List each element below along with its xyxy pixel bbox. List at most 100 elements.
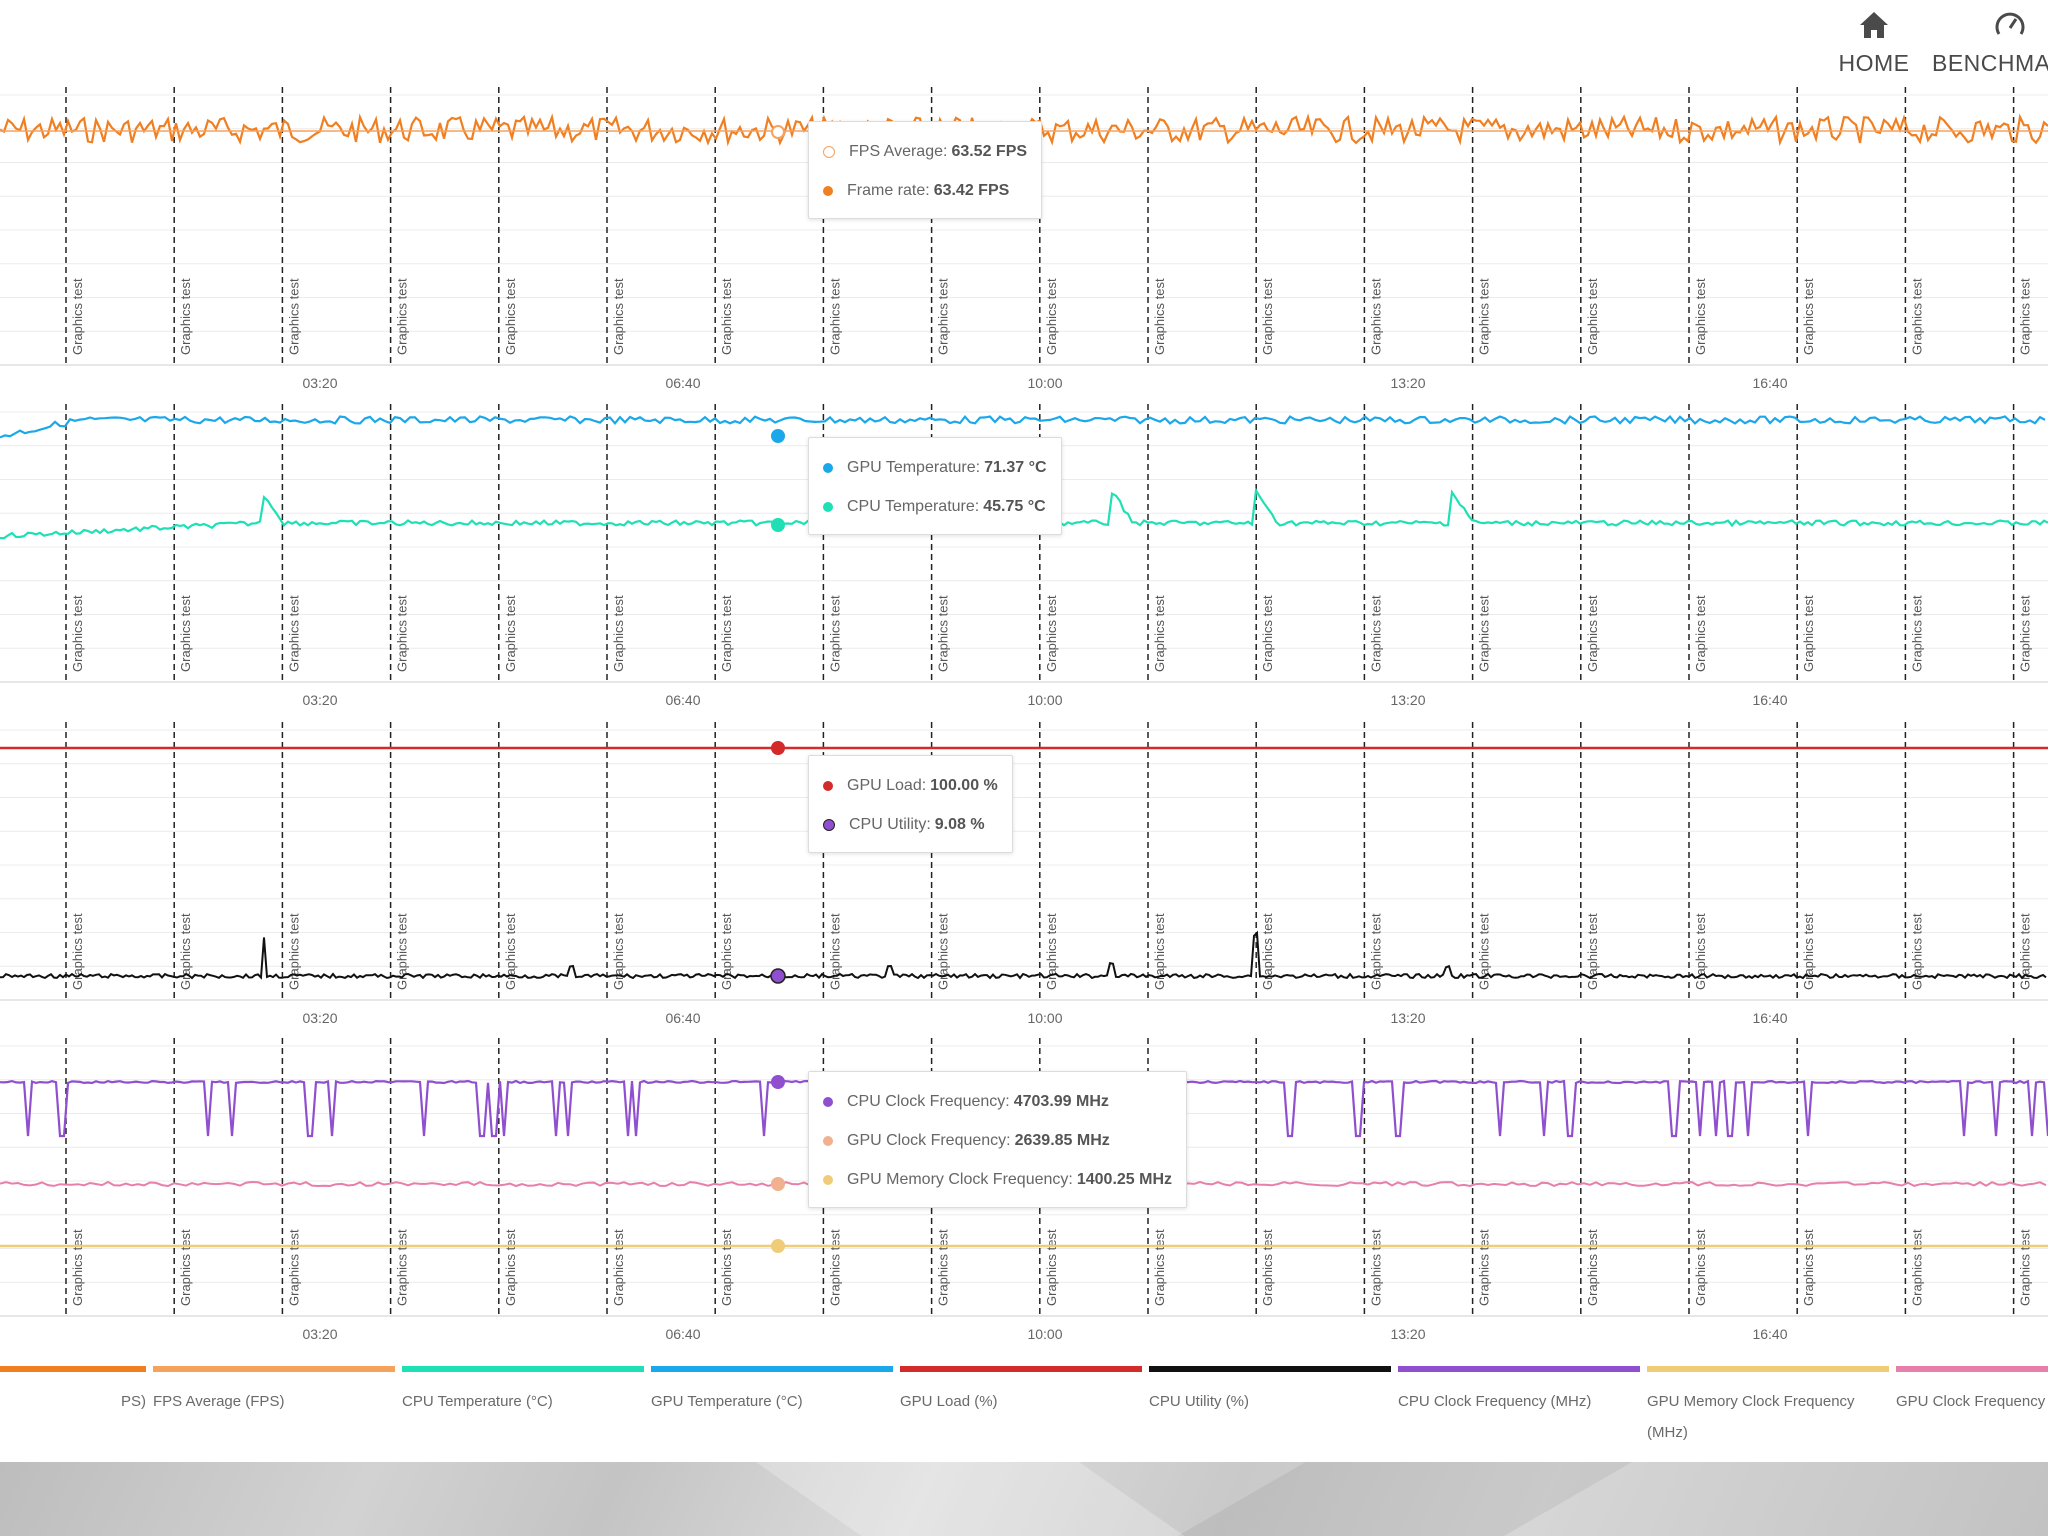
series-marker-icon [823, 1096, 833, 1107]
event-marker-label: Graphics test [503, 595, 518, 672]
legend-item[interactable]: GPU Memory Clock Frequency (MHz) [1647, 1366, 1889, 1448]
event-marker-label: Graphics test [611, 1229, 626, 1306]
hover-point-cpu-clock [771, 1075, 785, 1089]
x-tick-label: 10:00 [1027, 375, 1062, 391]
tooltip-value: 45.75 °C [983, 498, 1046, 515]
event-marker-label: Graphics test [936, 1229, 951, 1306]
x-tick-label: 06:40 [665, 1010, 700, 1026]
event-marker-label: Graphics test [286, 595, 301, 672]
x-tick-label: 13:20 [1390, 375, 1425, 391]
event-marker-label: Graphics test [1693, 278, 1708, 355]
legend-item[interactable]: CPU Utility (%) [1149, 1366, 1391, 1417]
event-marker-label: Graphics test [1909, 278, 1924, 355]
legend-item[interactable]: CPU Clock Frequency (MHz) [1398, 1366, 1640, 1417]
event-marker-label: Graphics test [1909, 913, 1924, 990]
chart-tooltip: GPU Load: 100.00 % CPU Utility: 9.08 % [808, 755, 1013, 853]
event-marker-label: Graphics test [1477, 278, 1492, 355]
tooltip-row: CPU Utility: 9.08 % [823, 805, 998, 844]
series-marker-icon [823, 185, 833, 196]
tooltip-row: GPU Temperature: 71.37 °C [823, 448, 1047, 487]
legend-color-bar [900, 1366, 1142, 1372]
event-marker-label: Graphics test [1044, 278, 1059, 355]
event-marker-label: Graphics test [1909, 1229, 1924, 1306]
event-marker-label: Graphics test [611, 913, 626, 990]
tooltip-label: GPU Memory Clock Frequency: [847, 1171, 1073, 1188]
legend-item[interactable]: GPU Clock Frequency [1896, 1366, 2048, 1417]
event-marker-label: Graphics test [395, 278, 410, 355]
legend-color-bar [1647, 1366, 1889, 1372]
x-tick-label: 03:20 [302, 1010, 337, 1026]
event-marker-label: Graphics test [611, 278, 626, 355]
nav-benchmarks[interactable]: BENCHMARKS [1932, 8, 2048, 77]
event-marker-label: Graphics test [395, 1229, 410, 1306]
x-tick-label: 03:20 [302, 375, 337, 391]
x-tick-label: 03:20 [302, 1326, 337, 1342]
legend-item[interactable]: PS) [0, 1366, 146, 1417]
event-marker-label: Graphics test [178, 595, 193, 672]
speedometer-icon [1932, 8, 2048, 42]
legend-color-bar [1896, 1366, 2048, 1372]
legend-label: GPU Clock Frequency [1896, 1393, 2046, 1410]
tooltip-row: FPS Average: 63.52 FPS [823, 132, 1027, 171]
event-marker-label: Graphics test [2018, 278, 2033, 355]
event-marker-label: Graphics test [1477, 1229, 1492, 1306]
legend-color-bar [0, 1366, 146, 1372]
tooltip-value: 63.52 FPS [951, 143, 1028, 160]
event-marker-label: Graphics test [1693, 595, 1708, 672]
event-marker-label: Graphics test [936, 278, 951, 355]
event-marker-label: Graphics test [1152, 1229, 1167, 1306]
x-tick-label: 06:40 [665, 692, 700, 708]
event-marker-label: Graphics test [1260, 278, 1275, 355]
event-marker-label: Graphics test [1044, 1229, 1059, 1306]
series-marker-icon [823, 501, 833, 512]
event-marker-label: Graphics test [936, 913, 951, 990]
tooltip-value: 4703.99 MHz [1013, 1093, 1109, 1110]
x-tick-label: 03:20 [302, 692, 337, 708]
series-marker-icon [823, 780, 833, 791]
series-marker-icon [823, 462, 833, 473]
event-marker-label: Graphics test [1152, 278, 1167, 355]
event-marker-label: Graphics test [1909, 595, 1924, 672]
event-marker-label: Graphics test [1801, 278, 1816, 355]
hover-point-fps-average [771, 125, 785, 139]
legend-label: PS) [120, 1393, 146, 1410]
top-nav: HOME BENCHMARKS S [1568, 0, 2048, 90]
event-marker-label: Graphics test [719, 913, 734, 990]
hover-point-gpu-clock [771, 1177, 785, 1191]
event-marker-label: Graphics test [70, 278, 85, 355]
tooltip-value: 9.08 % [934, 816, 985, 833]
event-marker-label: Graphics test [178, 1229, 193, 1306]
event-marker-label: Graphics test [1152, 913, 1167, 990]
tooltip-row: GPU Clock Frequency: 2639.85 MHz [823, 1121, 1172, 1160]
home-icon [1824, 8, 1924, 42]
x-tick-label: 10:00 [1027, 1010, 1062, 1026]
legend-item[interactable]: CPU Temperature (°C) [402, 1366, 644, 1417]
event-marker-label: Graphics test [1477, 913, 1492, 990]
event-marker-label: Graphics test [1585, 1229, 1600, 1306]
chart-legend: PS) FPS Average (FPS) CPU Temperature (°C)… [0, 1366, 2048, 1456]
event-marker-label: Graphics test [286, 1229, 301, 1306]
legend-label: CPU Clock Frequency (MHz) [1398, 1393, 1592, 1410]
event-marker-label: Graphics test [1477, 595, 1492, 672]
legend-item[interactable]: FPS Average (FPS) [153, 1366, 395, 1417]
series-cpu-utility [0, 930, 2047, 980]
series-marker-icon [823, 1174, 833, 1185]
event-marker-label: Graphics test [1801, 1229, 1816, 1306]
event-marker-label: Graphics test [1585, 595, 1600, 672]
event-marker-label: Graphics test [1693, 913, 1708, 990]
legend-item[interactable]: GPU Temperature (°C) [651, 1366, 893, 1417]
tooltip-value: 71.37 °C [984, 459, 1047, 476]
event-marker-label: Graphics test [178, 913, 193, 990]
legend-color-bar [1398, 1366, 1640, 1372]
legend-item[interactable]: GPU Load (%) [900, 1366, 1142, 1417]
event-marker-label: Graphics test [1260, 1229, 1275, 1306]
event-marker-label: Graphics test [70, 595, 85, 672]
event-marker-label: Graphics test [827, 595, 842, 672]
monitoring-chart: Graphics test Graphics test Graphics test G… [0, 87, 2048, 1342]
legend-color-bar [1149, 1366, 1391, 1372]
x-tick-label: 13:20 [1390, 1010, 1425, 1026]
event-marker-label: Graphics test [1368, 595, 1383, 672]
nav-home[interactable]: HOME [1824, 8, 1924, 77]
tooltip-label: GPU Load: [847, 777, 927, 794]
tooltip-row: GPU Memory Clock Frequency: 1400.25 MHz [823, 1160, 1172, 1199]
